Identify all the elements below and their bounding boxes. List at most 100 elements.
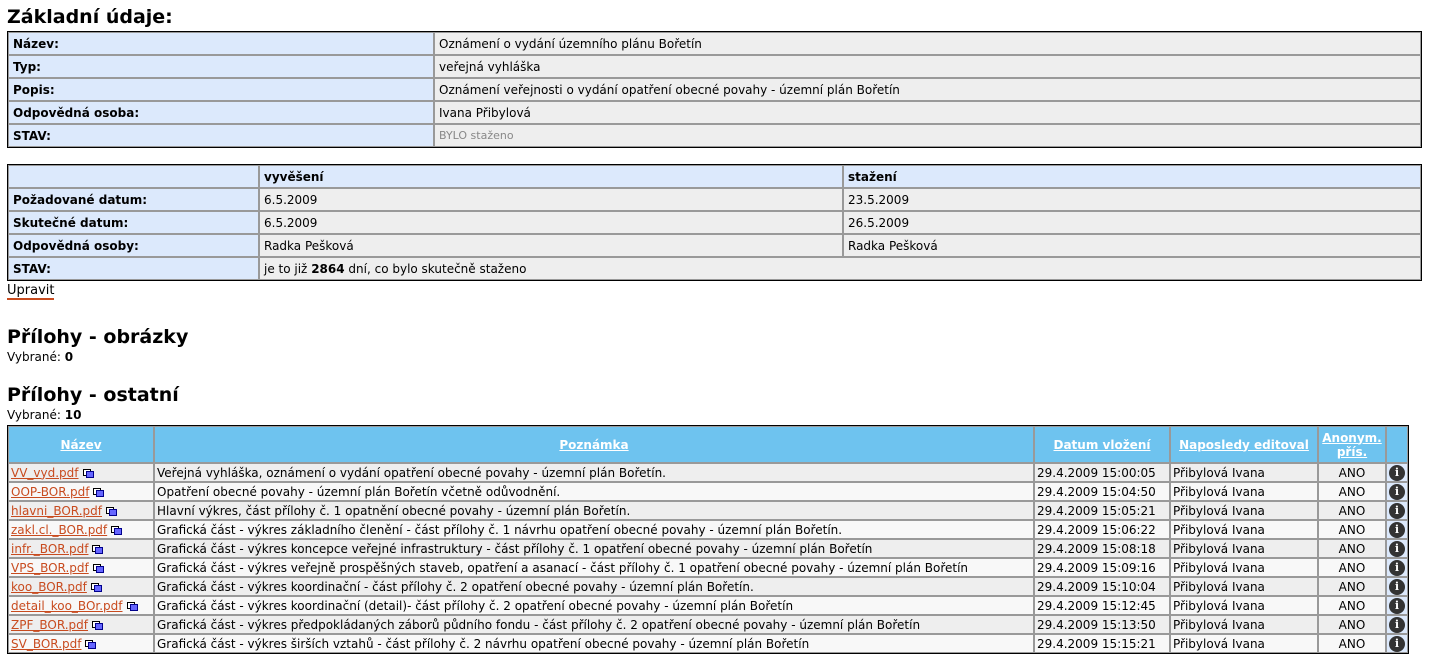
editor-cell: Přibylová Ivana — [1170, 558, 1318, 577]
editor-cell: Přibylová Ivana — [1170, 501, 1318, 520]
info-icon[interactable]: i — [1389, 578, 1405, 595]
date-cell: 29.4.2009 15:06:22 — [1034, 520, 1170, 539]
date-cell: 29.4.2009 15:10:04 — [1034, 577, 1170, 596]
basic-value: Oznámení o vydání územního plánu Bořetín — [434, 32, 1421, 55]
info-icon[interactable]: i — [1389, 521, 1405, 538]
basic-row: Typ: veřejná vyhláška — [8, 55, 1421, 78]
col-stazeni: stažení — [843, 165, 1421, 188]
attachment-row: ZPF_BOR.pdf Grafická část - výkres předpo… — [8, 615, 1408, 634]
anon-cell: ANO — [1318, 520, 1386, 539]
file-cell: OOP-BOR.pdf — [8, 482, 154, 501]
info-cell: i — [1386, 463, 1408, 482]
header-anon[interactable]: Anonym. přís. — [1318, 426, 1386, 463]
info-icon[interactable]: i — [1389, 616, 1405, 633]
file-cell: detail_koo_BOr.pdf — [8, 596, 154, 615]
date-cell: 29.4.2009 15:04:50 — [1034, 482, 1170, 501]
info-cell: i — [1386, 501, 1408, 520]
copy-icon[interactable] — [85, 639, 97, 649]
file-link[interactable]: infr._BOR.pdf — [11, 541, 89, 556]
note-cell: Hlavní výkres, část přílohy č. 1 opatněn… — [154, 501, 1034, 520]
editor-cell: Přibylová Ivana — [1170, 520, 1318, 539]
date-cell: 29.4.2009 15:12:45 — [1034, 596, 1170, 615]
basic-value: veřejná vyhláška — [434, 55, 1421, 78]
basic-info-table: Název: Oznámení o vydání územního plánu B… — [7, 31, 1422, 148]
stazeni-value: Radka Pešková — [843, 234, 1421, 257]
basic-label: Odpovědná osoba: — [8, 101, 434, 124]
anon-cell: ANO — [1318, 634, 1386, 653]
anon-cell: ANO — [1318, 463, 1386, 482]
stazeni-value: 23.5.2009 — [843, 188, 1421, 211]
header-editor[interactable]: Naposledy editoval — [1170, 426, 1318, 463]
file-cell: zakl.cl._BOR.pdf — [8, 520, 154, 539]
info-icon[interactable]: i — [1389, 502, 1405, 519]
info-icon[interactable]: i — [1389, 483, 1405, 500]
dates-row: Odpovědná osoby: Radka Pešková Radka Peško… — [8, 234, 1421, 257]
others-selected: Vybrané: 10 — [7, 408, 82, 422]
file-link[interactable]: koo_BOR.pdf — [11, 579, 87, 594]
attachment-row: detail_koo_BOr.pdf Grafická část - výkres… — [8, 596, 1408, 615]
anon-cell: ANO — [1318, 615, 1386, 634]
status-days: 2864 — [311, 261, 345, 276]
anon-cell: ANO — [1318, 577, 1386, 596]
vyveseni-value: Radka Pešková — [259, 234, 843, 257]
copy-icon[interactable] — [92, 544, 104, 554]
header-poznamka[interactable]: Poznámka — [154, 426, 1034, 463]
attachment-row: VPS_BOR.pdf Grafická část - výkres veřejn… — [8, 558, 1408, 577]
basic-row: Odpovědná osoba: Ivana Přibylová — [8, 101, 1421, 124]
info-icon[interactable]: i — [1389, 597, 1405, 614]
note-cell: Grafická část - výkres předpokládaných z… — [154, 615, 1034, 634]
file-cell: koo_BOR.pdf — [8, 577, 154, 596]
info-icon[interactable]: i — [1389, 635, 1405, 652]
info-icon[interactable]: i — [1389, 540, 1405, 557]
editor-cell: Přibylová Ivana — [1170, 634, 1318, 653]
copy-icon[interactable] — [105, 506, 117, 516]
attachment-row: OOP-BOR.pdf Opatření obecné povahy - územ… — [8, 482, 1408, 501]
file-link[interactable]: zakl.cl._BOR.pdf — [11, 522, 108, 537]
basic-label: STAV: — [8, 124, 434, 147]
editor-cell: Přibylová Ivana — [1170, 596, 1318, 615]
attachment-row: VV_vyd.pdf Veřejná vyhláška, oznámení o v… — [8, 463, 1408, 482]
header-nazev[interactable]: Název — [8, 426, 154, 463]
info-cell: i — [1386, 558, 1408, 577]
copy-icon[interactable] — [82, 468, 94, 478]
dates-label: Požadované datum: — [8, 188, 259, 211]
note-cell: Opatření obecné povahy - územní plán Boř… — [154, 482, 1034, 501]
info-icon[interactable]: i — [1389, 464, 1405, 481]
images-section: Přílohy - obrázky Vybrané: 0 — [7, 326, 1429, 364]
dates-label: Odpovědná osoby: — [8, 234, 259, 257]
basic-row: STAV: BYLO staženo — [8, 124, 1421, 147]
copy-icon[interactable] — [90, 582, 102, 592]
file-link[interactable]: OOP-BOR.pdf — [11, 484, 90, 499]
file-link[interactable]: SV_BOR.pdf — [11, 636, 82, 651]
file-cell: ZPF_BOR.pdf — [8, 615, 154, 634]
copy-icon[interactable] — [126, 601, 138, 611]
file-link[interactable]: VV_vyd.pdf — [11, 465, 79, 480]
edit-link[interactable]: Upravit — [7, 283, 55, 300]
status-label: STAV: — [8, 257, 259, 280]
file-link[interactable]: ZPF_BOR.pdf — [11, 617, 89, 632]
date-cell: 29.4.2009 15:09:16 — [1034, 558, 1170, 577]
info-icon[interactable]: i — [1389, 559, 1405, 576]
note-cell: Grafická část - výkres širších vztahů - … — [154, 634, 1034, 653]
info-cell: i — [1386, 634, 1408, 653]
status-value: je to již 2864 dní, co bylo skutečně sta… — [259, 257, 1421, 280]
file-link[interactable]: VPS_BOR.pdf — [11, 560, 89, 575]
header-datum[interactable]: Datum vložení — [1034, 426, 1170, 463]
info-cell: i — [1386, 482, 1408, 501]
date-cell: 29.4.2009 15:05:21 — [1034, 501, 1170, 520]
copy-icon[interactable] — [92, 563, 104, 573]
others-section: Přílohy - ostatní Vybrané: 10 Název Pozn… — [7, 384, 1429, 654]
file-link[interactable]: hlavni_BOR.pdf — [11, 503, 102, 518]
copy-icon[interactable] — [92, 620, 104, 630]
dates-corner — [8, 165, 259, 188]
note-cell: Grafická část - výkres koncepce veřejné … — [154, 539, 1034, 558]
copy-icon[interactable] — [93, 487, 105, 497]
dates-row: Požadované datum: 6.5.2009 23.5.2009 — [8, 188, 1421, 211]
info-cell: i — [1386, 596, 1408, 615]
info-cell: i — [1386, 615, 1408, 634]
copy-icon[interactable] — [111, 525, 123, 535]
vyveseni-value: 6.5.2009 — [259, 211, 843, 234]
basic-row: Popis: Oznámení veřejnosti o vydání opatř… — [8, 78, 1421, 101]
dates-table: vyvěšení stažení Požadované datum: 6.5.200… — [7, 164, 1422, 281]
file-link[interactable]: detail_koo_BOr.pdf — [11, 598, 123, 613]
